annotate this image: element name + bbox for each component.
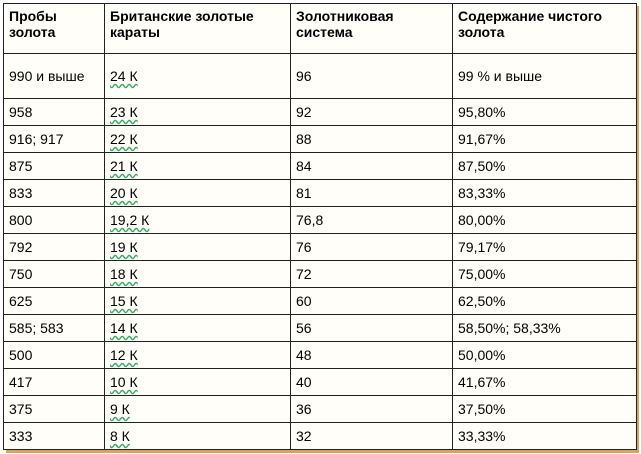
table-cell: 87,50% [452, 152, 637, 180]
table-cell: 750 [3, 260, 105, 288]
table-cell: 33,33% [452, 422, 637, 450]
table-cell: 91,67% [452, 125, 637, 153]
table-row: 916; 917 22 К 88 91,67% [3, 125, 637, 153]
header-row: Пробы золота Британские золотые караты Зол… [3, 3, 637, 54]
table-row: 625 15 К 60 62,50% [3, 287, 637, 315]
table-cell: 20 К [104, 179, 291, 207]
table-cell: 41,67% [452, 368, 637, 396]
table-cell: 585; 583 [3, 314, 105, 342]
table-cell: 40 [290, 368, 453, 396]
table-cell: 81 [290, 179, 453, 207]
table-cell: 417 [3, 368, 105, 396]
table-cell: 958 [3, 98, 105, 126]
gold-table: Пробы золота Британские золотые караты Зол… [3, 3, 637, 450]
table-cell: 32 [290, 422, 453, 450]
table-cell: 24 К [104, 53, 291, 99]
table-cell: 48 [290, 341, 453, 369]
table-cell: 92 [290, 98, 453, 126]
table-cell: 625 [3, 287, 105, 315]
table-cell: 50,00% [452, 341, 637, 369]
table-cell: 21 К [104, 152, 291, 180]
table-cell: 833 [3, 179, 105, 207]
table-cell: 79,17% [452, 233, 637, 261]
header-cell: Золотниковая система [290, 3, 453, 54]
table-body: 990 и выше 24 К 96 99 % и выше 958 23 К 92 95,8… [3, 53, 637, 450]
table-row: 750 18 К 72 75,00% [3, 260, 637, 288]
table-cell: 62,50% [452, 287, 637, 315]
table-cell: 800 [3, 206, 105, 234]
table-cell: 95,80% [452, 98, 637, 126]
table-row: 500 12 К 48 50,00% [3, 341, 637, 369]
table-cell: 792 [3, 233, 105, 261]
header-cell: Британские золотые караты [104, 3, 291, 54]
table-row: 800 19,2 К 76,8 80,00% [3, 206, 637, 234]
table-cell: 83,33% [452, 179, 637, 207]
table-cell: 500 [3, 341, 105, 369]
table-cell: 8 К [104, 422, 291, 450]
table-cell: 80,00% [452, 206, 637, 234]
table-row: 958 23 К 92 95,80% [3, 98, 637, 126]
table-cell: 96 [290, 53, 453, 99]
table-cell: 10 К [104, 368, 291, 396]
table-cell: 75,00% [452, 260, 637, 288]
table-cell: 72 [290, 260, 453, 288]
header-cell: Содержание чистого золота [452, 3, 637, 54]
table-cell: 9 К [104, 395, 291, 423]
table-cell: 88 [290, 125, 453, 153]
table-row: 833 20 К 81 83,33% [3, 179, 637, 207]
table-cell: 916; 917 [3, 125, 105, 153]
table-row: 333 8 К 32 33,33% [3, 422, 637, 450]
table-cell: 99 % и выше [452, 53, 637, 99]
table-cell: 18 К [104, 260, 291, 288]
table-cell: 36 [290, 395, 453, 423]
table-cell: 56 [290, 314, 453, 342]
table-cell: 23 К [104, 98, 291, 126]
table-row: 792 19 К 76 79,17% [3, 233, 637, 261]
table-row: 417 10 К 40 41,67% [3, 368, 637, 396]
table-cell: 76,8 [290, 206, 453, 234]
table-row: 375 9 К 36 37,50% [3, 395, 637, 423]
table-row: 990 и выше 24 К 96 99 % и выше [3, 53, 637, 99]
table-cell: 15 К [104, 287, 291, 315]
table-cell: 58,50%; 58,33% [452, 314, 637, 342]
table-row: 875 21 К 84 87,50% [3, 152, 637, 180]
header-cell: Пробы золота [3, 3, 105, 54]
table-row: 585; 583 14 К 56 58,50%; 58,33% [3, 314, 637, 342]
table-cell: 19 К [104, 233, 291, 261]
table-cell: 875 [3, 152, 105, 180]
table-cell: 19,2 К [104, 206, 291, 234]
table-cell: 990 и выше [3, 53, 105, 99]
table-cell: 60 [290, 287, 453, 315]
table-cell: 375 [3, 395, 105, 423]
table-cell: 76 [290, 233, 453, 261]
table-frame: Пробы золота Британские золотые караты Зол… [3, 3, 637, 450]
table-cell: 84 [290, 152, 453, 180]
table-cell: 12 К [104, 341, 291, 369]
table-cell: 14 К [104, 314, 291, 342]
table-cell: 37,50% [452, 395, 637, 423]
table-cell: 333 [3, 422, 105, 450]
table-cell: 22 К [104, 125, 291, 153]
